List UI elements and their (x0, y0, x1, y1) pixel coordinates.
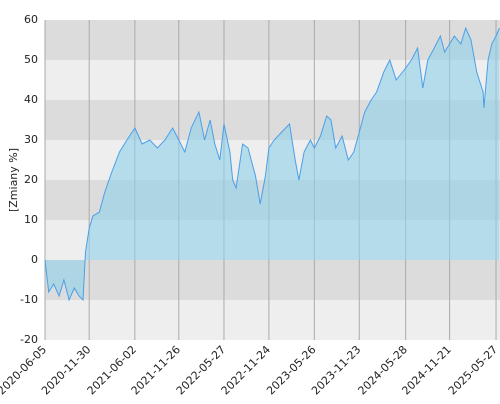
y-tick-label: 40 (24, 93, 38, 106)
x-tick-label: 2025-05-27 (446, 343, 500, 397)
y-tick-label: 10 (24, 213, 38, 226)
y-tick-label: -10 (20, 293, 38, 306)
line (44, 26, 500, 302)
grid-band (45, 300, 500, 340)
y-tick-label: 0 (31, 253, 38, 266)
y-tick-label: -20 (20, 333, 38, 346)
area (45, 28, 500, 300)
y-tick-label: 50 (24, 53, 38, 66)
y-tick-label: 60 (24, 13, 38, 26)
y-tick-label: 30 (24, 133, 38, 146)
grid-band (45, 20, 500, 60)
grid-band (45, 260, 500, 300)
y-axis-label: [Zmiany %] (7, 148, 20, 212)
y-tick-label: 20 (24, 173, 38, 186)
